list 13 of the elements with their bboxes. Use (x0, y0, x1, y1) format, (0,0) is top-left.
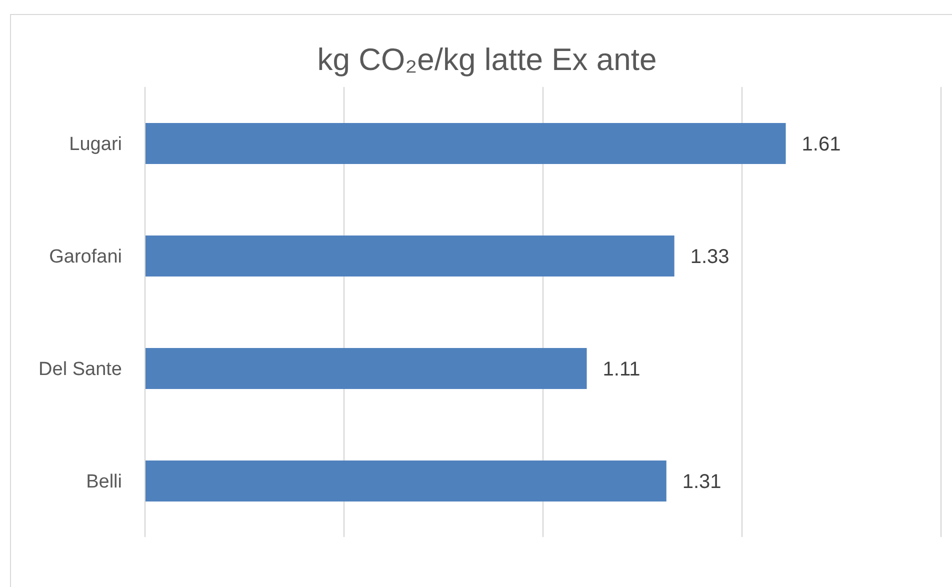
data-label: 1.11 (602, 358, 640, 381)
data-label: 1.33 (690, 246, 730, 268)
y-tick-label: Lugari (69, 134, 122, 155)
bar (145, 348, 587, 389)
bar (145, 460, 666, 502)
chart-title: kg CO₂e/kg latte Ex ante (317, 42, 657, 77)
bar (145, 123, 786, 164)
data-label: 1.31 (682, 471, 722, 494)
bar (145, 236, 674, 276)
y-tick-label: Garofani (49, 246, 122, 268)
data-label: 1.61 (802, 134, 841, 156)
y-tick-label: Belli (86, 471, 122, 492)
y-tick-label: Del Sante (38, 358, 122, 380)
